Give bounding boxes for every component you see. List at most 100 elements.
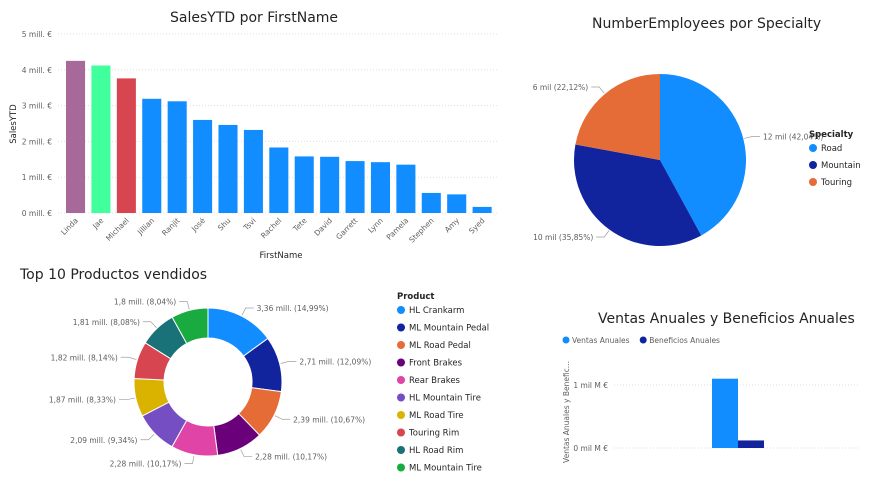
annual-y-tick-label: 1 mil M € xyxy=(573,381,608,390)
sales-y-tick-label: 4 mill. € xyxy=(22,66,52,75)
annual-legend-item[interactable]: Beneficios Anuales xyxy=(649,336,720,345)
sales-bar-lynn[interactable] xyxy=(370,162,390,213)
sales-bar-rachel[interactable] xyxy=(269,147,289,213)
employees-data-label: 6 mil (22,12%) xyxy=(533,83,589,92)
products-slice-ml-mountain-tire[interactable] xyxy=(171,307,209,345)
employees-legend-item[interactable]: Road xyxy=(821,144,842,154)
products-data-label: 2,39 mill. (10,67%) xyxy=(293,415,365,424)
employees-data-label: 12 mil (42,04%) xyxy=(763,132,823,141)
employees-chart-title: NumberEmployees por Specialty xyxy=(592,16,822,32)
products-legend-item[interactable]: ML Road Tire xyxy=(409,411,464,421)
products-legend-marker xyxy=(397,428,405,437)
products-data-label: 1,87 mill. (8,33%) xyxy=(49,396,116,405)
products-leader-line xyxy=(118,397,135,401)
sales-bar-linda[interactable] xyxy=(66,60,86,213)
sales-bar-tsvi[interactable] xyxy=(243,129,263,213)
products-leader-line xyxy=(179,301,190,310)
products-data-label: 2,09 mill. (9,34%) xyxy=(70,436,137,445)
annual-bar-ventas-anuales[interactable] xyxy=(712,378,738,448)
employees-legend-item[interactable]: Touring xyxy=(820,178,852,188)
employees-legend-item[interactable]: Mountain xyxy=(821,161,861,171)
products-leader-line xyxy=(140,433,155,441)
products-data-label: 3,36 mill. (14,99%) xyxy=(257,304,329,313)
annual-chart-title: Ventas Anuales y Beneficios Anuales xyxy=(598,311,855,327)
sales-bar-jae[interactable] xyxy=(91,65,111,213)
products-data-label: 1,81 mill. (8,08%) xyxy=(73,318,140,327)
products-data-label: 1,8 mill. (8,04%) xyxy=(114,298,176,307)
sales-bar-shu[interactable] xyxy=(218,124,238,213)
products-legend-marker xyxy=(397,358,405,367)
sales-bar-garrett[interactable] xyxy=(345,161,365,213)
products-legend-title: Product xyxy=(397,292,435,302)
products-leader-line xyxy=(142,321,157,328)
sales-bar-michael[interactable] xyxy=(116,78,136,213)
annual-legend-marker xyxy=(639,336,647,344)
products-legend-item[interactable]: ML Mountain Pedal xyxy=(409,324,489,334)
sales-bar-jillian[interactable] xyxy=(142,98,162,213)
sales-bar-david[interactable] xyxy=(320,156,340,213)
products-leader-line xyxy=(280,361,297,364)
products-data-label: 2,28 mill. (10,17%) xyxy=(255,453,327,462)
products-legend-marker xyxy=(397,393,405,402)
annual-y-axis-label: Ventas Anuales y Benefic... xyxy=(562,361,571,463)
annual-y-tick-label: 0 mil M € xyxy=(573,444,608,453)
sales-y-tick-label: 5 mill. € xyxy=(22,30,52,39)
employees-slice-touring[interactable] xyxy=(575,74,660,160)
products-legend-item[interactable]: Front Brakes xyxy=(409,359,463,369)
products-legend-marker xyxy=(397,376,405,384)
employees-legend-marker xyxy=(809,144,817,152)
sales-bar-pamela[interactable] xyxy=(396,164,416,213)
employees-leader-line xyxy=(591,86,605,94)
products-data-label: 1,82 mill. (8,14%) xyxy=(51,353,118,362)
sales-y-axis-label: SalesYTD xyxy=(9,104,19,144)
products-data-label: 2,71 mill. (12,09%) xyxy=(299,358,371,367)
products-leader-line xyxy=(240,449,253,458)
products-leader-line xyxy=(184,455,195,464)
employees-leader-line xyxy=(596,230,610,238)
employees-legend-marker xyxy=(809,161,817,169)
products-legend-marker xyxy=(397,463,405,472)
products-leader-line xyxy=(274,415,291,420)
products-legend-item[interactable]: HL Crankarm xyxy=(409,306,464,316)
products-legend-item[interactable]: Rear Brakes xyxy=(409,376,461,386)
employees-slice-mountain[interactable] xyxy=(574,144,702,246)
annual-legend-marker xyxy=(562,336,570,344)
sales-bar-ranjit[interactable] xyxy=(167,101,187,213)
sales-bar-stephen[interactable] xyxy=(421,192,441,213)
sales-y-tick-label: 2 mill. € xyxy=(22,137,52,146)
sales-y-tick-label: 1 mill. € xyxy=(22,173,52,182)
products-legend-item[interactable]: ML Road Pedal xyxy=(409,341,471,351)
employees-leader-line xyxy=(744,136,761,139)
products-legend-item[interactable]: HL Road Rim xyxy=(409,446,463,456)
sales-bar-syed[interactable] xyxy=(472,206,492,213)
products-legend-item[interactable]: Touring Rim xyxy=(408,429,459,439)
sales-y-tick-label: 3 mill. € xyxy=(22,102,52,111)
products-legend-marker xyxy=(397,323,405,332)
sales-y-tick-label: 0 mill. € xyxy=(22,209,52,218)
sales-chart-title: SalesYTD por FirstName xyxy=(170,10,339,26)
sales-bar-amy[interactable] xyxy=(447,194,467,213)
sales-bar-jos[interactable] xyxy=(193,119,213,213)
sales-x-axis-label: FirstName xyxy=(260,251,303,261)
employees-data-label: 10 mil (35,85%) xyxy=(533,233,593,242)
products-leader-line xyxy=(241,307,254,316)
products-data-label: 2,28 mill. (10,17%) xyxy=(110,460,182,469)
annual-legend-item[interactable]: Ventas Anuales xyxy=(572,336,630,345)
products-legend-item[interactable]: HL Mountain Tire xyxy=(409,394,481,404)
employees-legend-marker xyxy=(809,178,817,186)
products-legend-marker xyxy=(397,446,405,454)
products-chart-title: Top 10 Productos vendidos xyxy=(20,267,208,283)
annual-bar-beneficios-anuales[interactable] xyxy=(738,440,764,448)
employees-legend-title: Specialty xyxy=(809,130,854,140)
sales-bar-tete[interactable] xyxy=(294,156,314,213)
products-leader-line xyxy=(120,356,137,360)
products-legend-marker xyxy=(397,411,405,419)
products-legend-marker xyxy=(397,306,405,314)
products-legend-item[interactable]: ML Mountain Tire xyxy=(409,464,482,474)
products-legend-marker xyxy=(397,341,405,349)
employees-slice-road[interactable] xyxy=(660,74,746,236)
